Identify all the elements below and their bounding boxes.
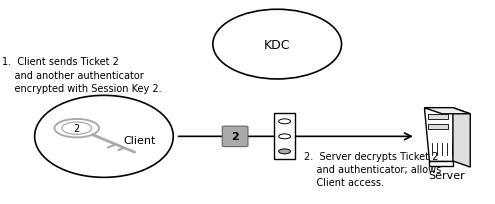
Text: 2: 2 [231, 132, 239, 142]
FancyBboxPatch shape [222, 126, 248, 147]
Text: KDC: KDC [264, 38, 291, 51]
Text: 2.  Server decrypts Ticket 2
    and authenticator; allows
    Client access.: 2. Server decrypts Ticket 2 and authenti… [304, 151, 442, 187]
Text: 2: 2 [74, 124, 80, 133]
Polygon shape [429, 161, 453, 166]
Circle shape [279, 149, 291, 154]
Polygon shape [424, 108, 470, 114]
Text: 1.  Client sends Ticket 2
    and another authenticator
    encrypted with Sessi: 1. Client sends Ticket 2 and another aut… [2, 57, 162, 93]
Circle shape [62, 122, 92, 135]
FancyBboxPatch shape [428, 125, 448, 130]
Polygon shape [453, 108, 470, 167]
Text: Server: Server [429, 170, 465, 180]
Circle shape [279, 119, 291, 124]
Circle shape [279, 134, 291, 139]
Polygon shape [424, 108, 453, 161]
Text: Client: Client [124, 136, 156, 146]
FancyBboxPatch shape [274, 114, 295, 160]
FancyBboxPatch shape [428, 115, 448, 120]
